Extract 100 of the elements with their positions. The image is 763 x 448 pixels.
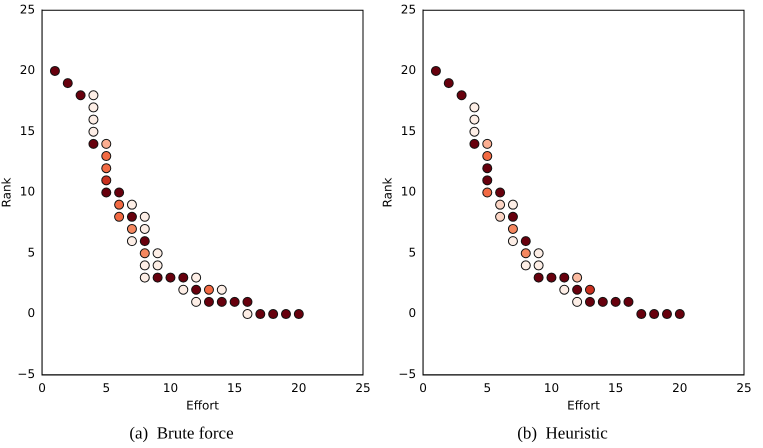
point [508, 236, 518, 246]
point [178, 284, 188, 295]
point [140, 248, 150, 258]
x-tick-label: 0 [38, 381, 46, 396]
point [636, 309, 646, 320]
point [204, 296, 214, 307]
point [534, 272, 544, 283]
point [88, 138, 98, 149]
point [178, 272, 188, 283]
y-tick-label: −5 [17, 366, 36, 381]
point [482, 175, 492, 186]
point [623, 296, 634, 307]
point [444, 78, 454, 88]
point [584, 284, 595, 295]
point [559, 284, 570, 295]
point [469, 114, 480, 125]
x-tick-label: 20 [672, 381, 688, 396]
point [520, 236, 531, 246]
point [216, 284, 227, 295]
point [584, 296, 595, 307]
point [572, 296, 582, 307]
text: (a) Brute force [129, 423, 234, 442]
y-tick-label: 25 [20, 2, 36, 16]
point [469, 102, 480, 112]
point [495, 188, 506, 198]
point [534, 248, 544, 258]
y-tick-label: 10 [400, 184, 416, 199]
point [280, 309, 291, 320]
y-tick-label: 15 [20, 124, 36, 138]
point [508, 200, 518, 210]
y-tick-label: 20 [20, 63, 36, 78]
point [152, 260, 163, 270]
point [242, 296, 252, 307]
point [294, 309, 304, 320]
point [165, 272, 176, 283]
point [140, 236, 150, 246]
point [126, 200, 137, 210]
point [508, 212, 518, 222]
point [482, 138, 492, 149]
point [114, 212, 124, 222]
point [152, 248, 163, 258]
x-tick-label: 0 [419, 381, 427, 396]
point [101, 138, 112, 149]
point [88, 102, 98, 112]
y-tick-label: 25 [400, 2, 416, 16]
y-tick-label: 5 [408, 245, 416, 260]
x-tick-label: 10 [162, 381, 178, 396]
x-tick-label: 10 [544, 381, 560, 396]
x-tick-label: 25 [355, 381, 371, 396]
point [88, 90, 98, 100]
point [255, 309, 266, 320]
point [508, 224, 518, 234]
y-tick-label: 20 [400, 63, 416, 78]
point [572, 272, 582, 283]
x-axis-title: Effort [186, 398, 220, 413]
point [674, 309, 685, 320]
point [126, 224, 137, 234]
point [140, 260, 150, 270]
point [242, 309, 252, 320]
x-tick-label: 15 [608, 381, 624, 396]
point [495, 212, 506, 222]
x-tick-label: 15 [226, 381, 242, 396]
x-tick-label: 20 [291, 381, 306, 396]
point [572, 284, 582, 295]
y-axis-title: Rank [0, 177, 14, 208]
point [469, 126, 480, 137]
text: (b) Heuristic [517, 423, 608, 442]
point [230, 296, 240, 307]
point [662, 309, 672, 320]
point [469, 138, 480, 149]
point [520, 260, 531, 270]
y-tick-label: 15 [400, 124, 416, 138]
y-tick-label: 0 [27, 306, 36, 320]
point [204, 284, 214, 295]
y-tick-label: 10 [20, 184, 36, 199]
y-tick-label: 0 [408, 306, 416, 320]
point [495, 200, 506, 210]
point [559, 272, 570, 283]
point [191, 272, 202, 283]
x-axis-title: Effort [567, 398, 600, 413]
point [430, 66, 441, 76]
point [101, 175, 112, 186]
point [191, 296, 202, 307]
point [126, 212, 137, 222]
point [216, 296, 227, 307]
point [88, 114, 98, 125]
point [456, 90, 467, 100]
x-tick-label: 5 [102, 381, 110, 396]
x-tick-label: 25 [736, 381, 752, 396]
point [114, 200, 124, 210]
point [520, 248, 531, 258]
y-tick-label: −5 [398, 366, 416, 381]
point [76, 90, 86, 100]
point [140, 212, 150, 222]
point [534, 260, 544, 270]
point [101, 163, 112, 174]
point [546, 272, 556, 283]
point [88, 126, 98, 137]
point [140, 224, 150, 234]
point [610, 296, 621, 307]
